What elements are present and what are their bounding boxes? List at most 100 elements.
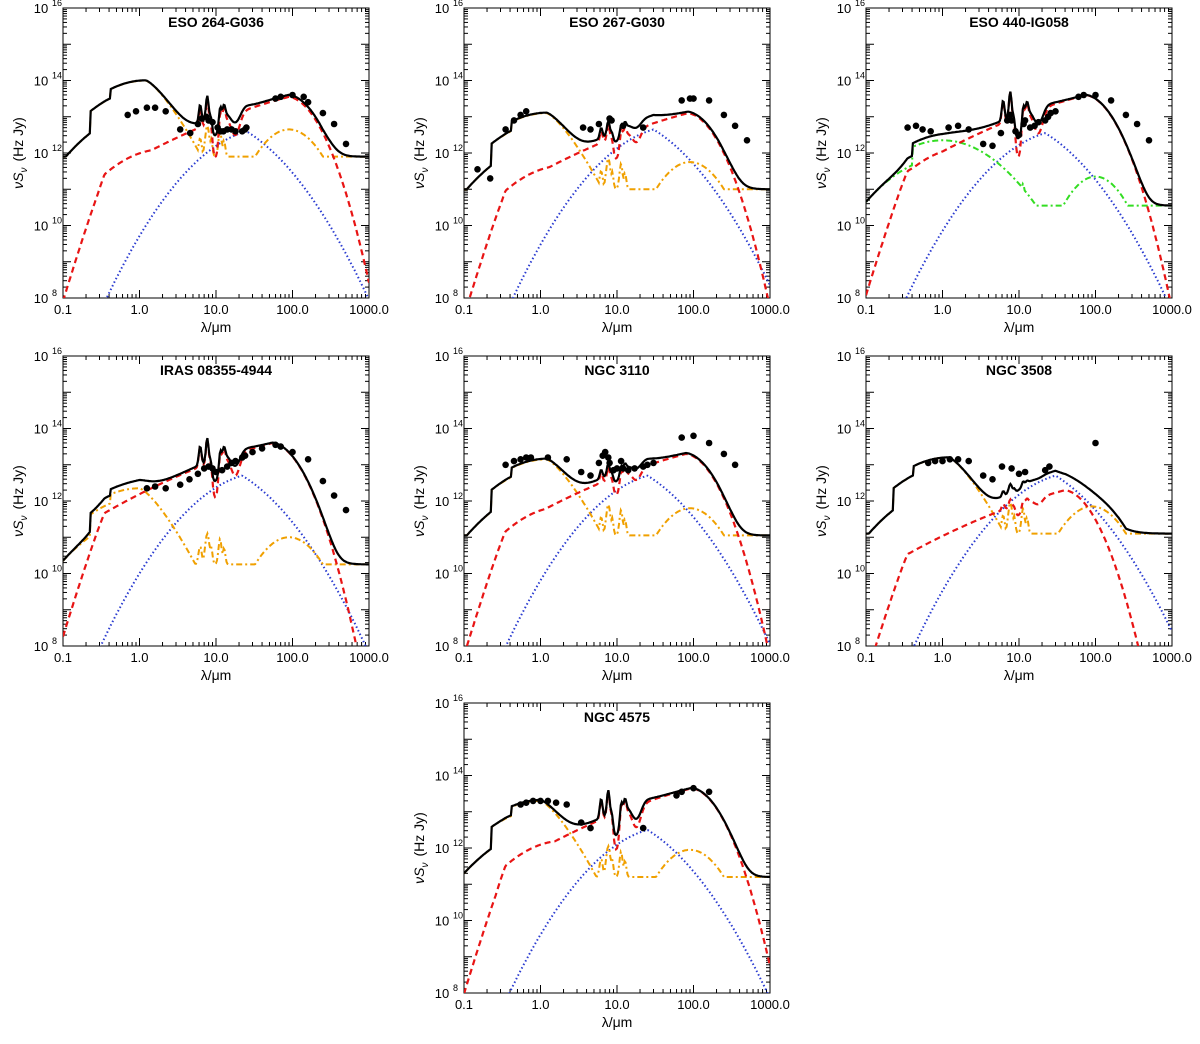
y-tick-label-exponent: 16	[453, 693, 463, 703]
y-tick-label: 10	[435, 349, 449, 364]
panel-title: ESO 264-G036	[168, 14, 264, 30]
y-tick-label-exponent: 8	[855, 636, 860, 646]
y-tick-label: 10	[837, 1, 851, 16]
x-axis-label: λ/μm	[1004, 319, 1035, 335]
disc-host-curve	[63, 487, 369, 566]
x-tick-label: 1000.0	[1152, 650, 1192, 665]
photometry-point	[272, 95, 279, 102]
y-axis-label: νSν (Hz Jy)	[10, 117, 30, 189]
y-tick-label-exponent: 14	[855, 419, 865, 429]
photometry-point	[300, 93, 308, 101]
photometry-point	[927, 128, 934, 135]
y-tick-label-exponent: 12	[453, 838, 463, 848]
x-tick-label: 1.0	[531, 997, 549, 1012]
plot-frame	[62, 355, 370, 647]
y-tick-label-exponent: 16	[52, 346, 62, 356]
y-axis-label-sub: ν	[420, 167, 431, 172]
y-tick-label: 10	[34, 1, 48, 16]
photometry-point	[232, 128, 239, 135]
x-tick-label: 10.0	[1006, 650, 1031, 665]
y-tick-label: 10	[435, 422, 449, 437]
photometry-point	[522, 799, 530, 806]
photometry-point	[587, 126, 594, 133]
total-model-curve	[63, 437, 369, 566]
photometry-point	[924, 459, 932, 467]
photometry-point	[965, 457, 972, 465]
photometry-point	[678, 97, 685, 104]
sed-panel: 0.1 1.0 10.0 100.0 1000.0 10 8 10 10 10 12 10 14 10 16…	[411, 693, 790, 1030]
y-tick-label-exponent: 12	[855, 491, 865, 501]
y-tick-label: 10	[837, 291, 851, 306]
sed-panel: 0.1 1.0 10.0 100.0 1000.0 10 8 10 10 10 12 10 14 10 16…	[813, 0, 1192, 335]
photometry-point	[502, 461, 509, 469]
photometry-point	[162, 108, 169, 115]
y-tick-label: 10	[837, 146, 851, 161]
photometry-point	[577, 819, 585, 826]
sed-panel: 0.1 1.0 10.0 100.0 1000.0 10 8 10 10 10 12 10 14 10 16…	[813, 346, 1192, 683]
x-tick-label: 100.0	[276, 302, 309, 317]
y-axis-label-unit: (Hz Jy)	[411, 812, 427, 856]
x-tick-label: 1.0	[531, 302, 549, 317]
photometry-point	[1008, 117, 1015, 124]
y-tick-label: 10	[435, 841, 449, 856]
total-model-curve	[866, 456, 1172, 535]
y-tick-label-exponent: 16	[453, 346, 463, 356]
photometry-point	[678, 434, 685, 441]
spheroid-host-curve	[866, 139, 1172, 207]
y-tick-label-exponent: 8	[453, 983, 458, 993]
photometry-point	[577, 468, 585, 476]
photometry-point	[1015, 470, 1023, 478]
photometry-point	[522, 108, 530, 115]
x-tick-label: 100.0	[677, 997, 710, 1012]
photometry-point	[143, 104, 151, 111]
y-axis-label: νSν (Hz Jy)	[411, 465, 431, 537]
photometry-point	[241, 452, 249, 460]
photometry-point	[186, 129, 194, 137]
y-tick-label: 10	[435, 1, 449, 16]
y-axis-label-unit: (Hz Jy)	[813, 465, 829, 509]
photometry-point	[743, 137, 751, 144]
photometry-point	[304, 456, 312, 463]
photometry-point	[132, 108, 140, 115]
photometry-point	[998, 463, 1006, 470]
photometry-point	[249, 448, 256, 456]
y-tick-label-exponent: 14	[453, 419, 463, 429]
y-tick-label: 10	[837, 567, 851, 582]
photometry-point	[904, 124, 911, 131]
y-axis-label-main: νS	[813, 520, 829, 537]
sed-panel: 0.1 1.0 10.0 100.0 1000.0 10 8 10 10 10 12 10 14 10 16…	[411, 346, 790, 683]
y-axis-label-sub: ν	[19, 167, 30, 172]
photometry-point	[954, 122, 962, 130]
model-curves	[63, 437, 369, 646]
photometry-point	[304, 98, 312, 106]
agn-torus-curve	[905, 132, 1168, 298]
y-tick-label-exponent: 14	[453, 71, 463, 81]
photometry-point	[474, 166, 481, 173]
photometry-point	[1007, 111, 1014, 119]
photometry-point	[143, 485, 151, 492]
y-tick-label: 10	[435, 494, 449, 509]
photometry-point	[552, 799, 560, 806]
y-tick-label-exponent: 16	[855, 0, 865, 8]
photometry-point	[690, 95, 697, 102]
photometry-point	[624, 466, 632, 474]
y-axis-label-unit: (Hz Jy)	[411, 465, 427, 509]
photometry-point	[563, 801, 570, 808]
model-curves	[464, 786, 770, 993]
photometry-point	[243, 124, 250, 131]
x-tick-label: 1000.0	[1152, 302, 1192, 317]
total-model-curve	[63, 79, 369, 158]
photometry-point	[1075, 93, 1082, 101]
photometry-point	[946, 456, 954, 463]
y-tick-label-exponent: 14	[52, 419, 62, 429]
sed-panel: 0.1 1.0 10.0 100.0 1000.0 10 8 10 10 10 12 10 14 10 16…	[10, 346, 389, 683]
x-axis-label: λ/μm	[602, 319, 633, 335]
photometry-point	[289, 448, 296, 456]
photometry-point	[1122, 111, 1130, 119]
photometry-point	[673, 792, 680, 799]
photometry-point	[595, 459, 603, 467]
model-curves	[464, 451, 770, 646]
total-model-curve	[464, 451, 770, 537]
photometry-point	[639, 824, 647, 832]
photometry-point	[912, 122, 920, 130]
